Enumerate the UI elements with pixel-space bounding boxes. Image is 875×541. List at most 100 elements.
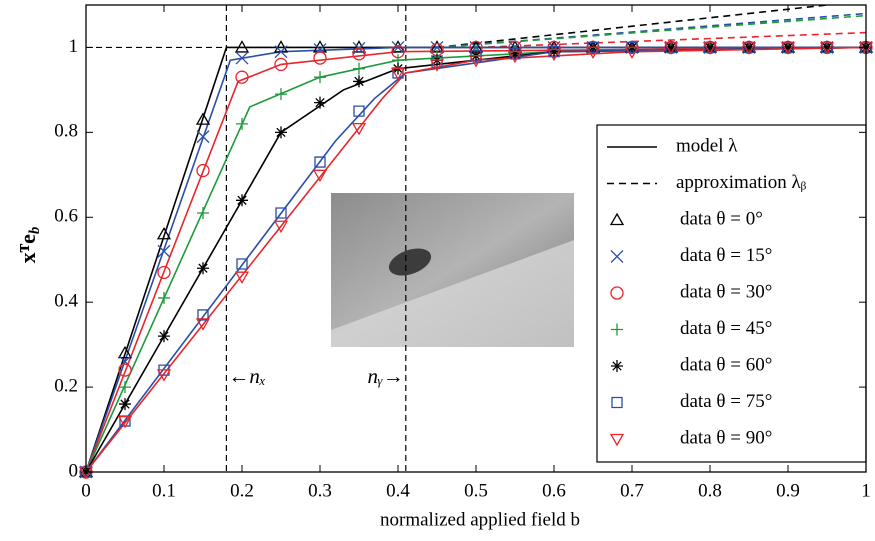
approximation-line (475, 31, 867, 49)
data-marker (821, 41, 833, 54)
data-marker (197, 207, 209, 220)
data-marker (119, 398, 131, 411)
data-marker (273, 220, 289, 234)
data-marker (391, 40, 405, 54)
data-marker (704, 41, 716, 54)
legend-box (596, 124, 867, 463)
data-marker (274, 57, 288, 72)
data-marker (353, 105, 365, 117)
data-marker (624, 46, 640, 60)
approximation-line (436, 4, 828, 49)
data-marker (509, 47, 521, 60)
data-marker (236, 117, 248, 130)
data-marker (509, 48, 521, 60)
data-marker (196, 130, 210, 144)
data-marker (274, 45, 288, 59)
data-marker (546, 48, 562, 62)
data-marker (235, 70, 249, 84)
data-marker (157, 244, 171, 258)
data-marker (234, 40, 250, 53)
data-marker (548, 46, 560, 58)
legend-label: data θ = 60° (680, 354, 772, 375)
data-marker (663, 42, 679, 55)
legend-label: model λ (676, 135, 738, 156)
data-marker (236, 258, 248, 270)
x-tick-label: 0 (81, 480, 91, 501)
data-marker (390, 67, 406, 81)
data-marker (195, 112, 211, 125)
data-marker (351, 122, 367, 136)
data-marker (275, 88, 287, 101)
data-marker (819, 42, 835, 55)
x-tick-label: 0.3 (308, 480, 332, 501)
legend-marker (609, 212, 625, 226)
data-marker (314, 96, 326, 109)
data-marker (196, 163, 210, 178)
x-tick-label: 0.4 (386, 480, 410, 501)
plot-area (78, 4, 874, 480)
reference-label: nᵧ→ (367, 364, 403, 388)
data-marker (780, 42, 796, 55)
data-marker (119, 381, 131, 394)
data-marker (468, 55, 484, 68)
legend-marker (610, 250, 624, 263)
legend-marker (609, 433, 625, 447)
x-tick-label: 0.5 (464, 480, 488, 501)
y-axis-label-sub: b (27, 226, 43, 234)
data-marker (507, 50, 523, 64)
legend: model λ approximation λᵦ data θ = 0° data θ… (607, 135, 807, 448)
approximation-line (436, 14, 867, 49)
data-marker (234, 271, 250, 285)
data-marker (117, 345, 133, 359)
y-tick-label: 0.8 (54, 121, 78, 142)
data-marker (117, 415, 133, 429)
data-marker (235, 51, 249, 65)
legend-marker (611, 323, 623, 336)
data-marker (195, 318, 211, 331)
y-tick-label: 0.2 (54, 375, 78, 396)
data-marker (353, 75, 365, 88)
inset-photo (331, 193, 574, 347)
legend-marker (611, 360, 623, 372)
reference-label: ←nₓ (228, 364, 265, 388)
legend-label: data θ = 0° (680, 208, 763, 229)
legend-marker (611, 396, 623, 409)
data-marker (353, 62, 365, 75)
legend-label: data θ = 90° (680, 427, 772, 448)
y-axis-label-main: xᵀe (15, 234, 40, 263)
data-marker (782, 41, 794, 54)
data-marker (313, 51, 327, 65)
x-tick-label: 0.8 (698, 480, 722, 501)
legend-label: data θ = 45° (680, 318, 772, 339)
data-marker (156, 226, 172, 240)
data-marker (429, 59, 445, 72)
x-tick-label: 0.1 (152, 480, 176, 501)
data-marker (743, 41, 755, 54)
data-marker (275, 126, 287, 139)
data-marker (312, 169, 328, 183)
data-marker (197, 262, 209, 275)
x-axis-label: normalized applied field b (380, 509, 580, 530)
data-marker (585, 46, 601, 60)
data-marker (158, 291, 170, 304)
legend-label: data θ = 30° (680, 281, 772, 302)
data-marker (314, 71, 326, 84)
data-marker (351, 40, 367, 53)
data-marker (314, 156, 326, 168)
data-marker (665, 41, 677, 54)
data-marker (548, 45, 560, 58)
data-marker (741, 42, 757, 55)
data-marker (157, 265, 171, 280)
data-marker (702, 42, 718, 55)
y-axis-label: xᵀeb (15, 226, 43, 263)
data-marker (275, 207, 287, 219)
x-tick-label: 0.2 (230, 480, 254, 501)
data-marker (156, 369, 172, 382)
x-tick-label: 0.6 (542, 480, 566, 501)
x-tick-label: 0.7 (620, 480, 644, 501)
data-marker (118, 363, 132, 377)
legend-label: data θ = 75° (680, 391, 772, 412)
data-marker (352, 47, 366, 61)
